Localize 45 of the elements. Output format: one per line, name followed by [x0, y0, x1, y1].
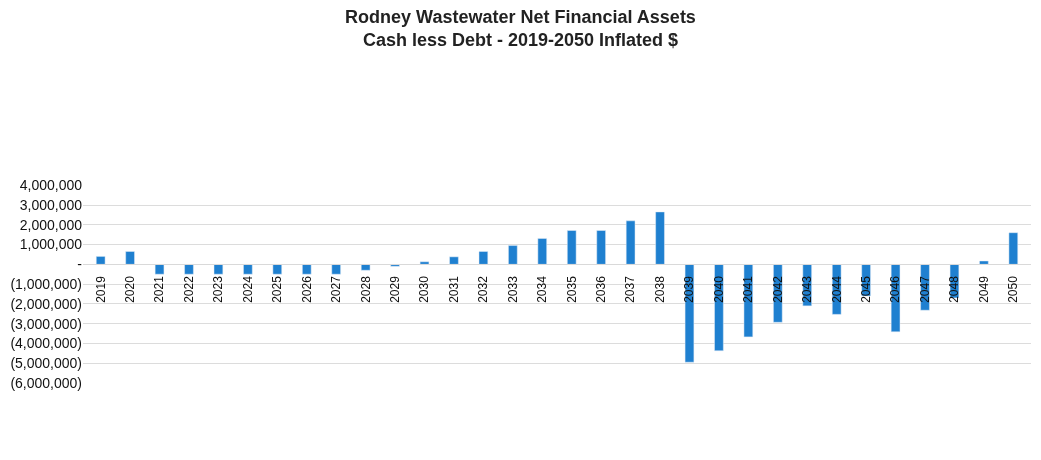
x-tick-label: 2033 — [505, 275, 520, 303]
y-tick-label: (2,000,000) — [10, 295, 82, 312]
x-tick-label: 2047 — [917, 275, 932, 303]
chart-title: Rodney Wastewater Net Financial Assets — [345, 7, 696, 27]
x-tick-label: 2023 — [211, 275, 226, 303]
x-tick-label: 2050 — [1006, 275, 1021, 303]
chart-subtitle: Cash less Debt - 2019-2050 Inflated $ — [362, 30, 679, 51]
y-tick-label: (5,000,000) — [10, 355, 82, 372]
x-tick-label: 2035 — [564, 275, 579, 303]
y-tick-label: 4,000,000 — [19, 177, 83, 194]
x-tick-label: 2048 — [947, 275, 962, 303]
x-tick-label: 2024 — [240, 275, 255, 303]
x-tick-label: 2028 — [358, 275, 373, 303]
x-tick-label: 2021 — [152, 275, 167, 303]
x-tick-label: 2025 — [270, 275, 285, 303]
y-tick-label: (3,000,000) — [10, 315, 82, 332]
x-tick-label: 2043 — [800, 275, 815, 303]
x-tick-label: 2041 — [741, 275, 756, 303]
x-tick-label: 2037 — [623, 275, 638, 303]
x-tick-label: 2026 — [299, 275, 314, 303]
x-tick-label: 2049 — [976, 275, 991, 303]
x-tick-label: 2042 — [770, 275, 785, 303]
x-tick-label: 2038 — [652, 275, 667, 303]
y-tick-label: - — [77, 256, 83, 273]
x-tick-label: 2030 — [417, 275, 432, 303]
x-tick-label: 2027 — [329, 275, 344, 303]
y-tick-label: 2,000,000 — [19, 216, 83, 233]
x-tick-label: 2019 — [93, 275, 108, 303]
x-tick-label: 2040 — [711, 275, 726, 303]
x-tick-label: 2022 — [181, 275, 196, 303]
x-tick-label: 2044 — [829, 275, 844, 303]
x-tick-label: 2032 — [476, 275, 491, 303]
y-tick-label: (6,000,000) — [10, 374, 82, 391]
x-tick-label: 2046 — [888, 275, 903, 303]
x-tick-label: 2045 — [859, 275, 874, 303]
x-tick-label: 2020 — [123, 275, 138, 303]
x-tick-label: 2036 — [594, 275, 609, 303]
x-tick-label: 2039 — [682, 275, 697, 303]
y-tick-label: (4,000,000) — [10, 335, 82, 352]
x-tick-label: 2029 — [387, 275, 402, 303]
y-tick-label: 3,000,000 — [19, 196, 83, 213]
x-tick-label: 2031 — [446, 275, 461, 303]
y-tick-label: 1,000,000 — [19, 236, 83, 253]
y-tick-label: (1,000,000) — [10, 276, 82, 293]
x-tick-label: 2034 — [535, 275, 550, 303]
